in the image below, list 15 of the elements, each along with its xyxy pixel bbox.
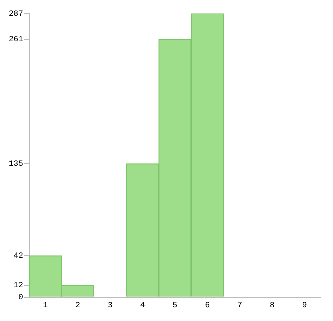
y-tick-label: 12 — [14, 282, 24, 291]
y-tick-label: 287 — [8, 10, 24, 19]
y-tick-label: 261 — [8, 36, 24, 45]
y-tick-label: 135 — [8, 160, 24, 170]
y-tick-label: 42 — [14, 252, 24, 262]
x-tick-label: 3 — [108, 301, 113, 310]
x-tick-label: 6 — [205, 301, 210, 310]
y-tick-label: 0 — [18, 294, 24, 303]
x-tick-label: 8 — [270, 301, 275, 310]
x-tick-label: 2 — [76, 301, 81, 310]
x-tick-label: 7 — [238, 301, 243, 310]
x-tick-label: 5 — [172, 301, 178, 310]
x-tick-label: 1 — [43, 301, 48, 310]
x-tick-label: 9 — [302, 301, 308, 310]
x-tick-label: 4 — [140, 301, 146, 310]
